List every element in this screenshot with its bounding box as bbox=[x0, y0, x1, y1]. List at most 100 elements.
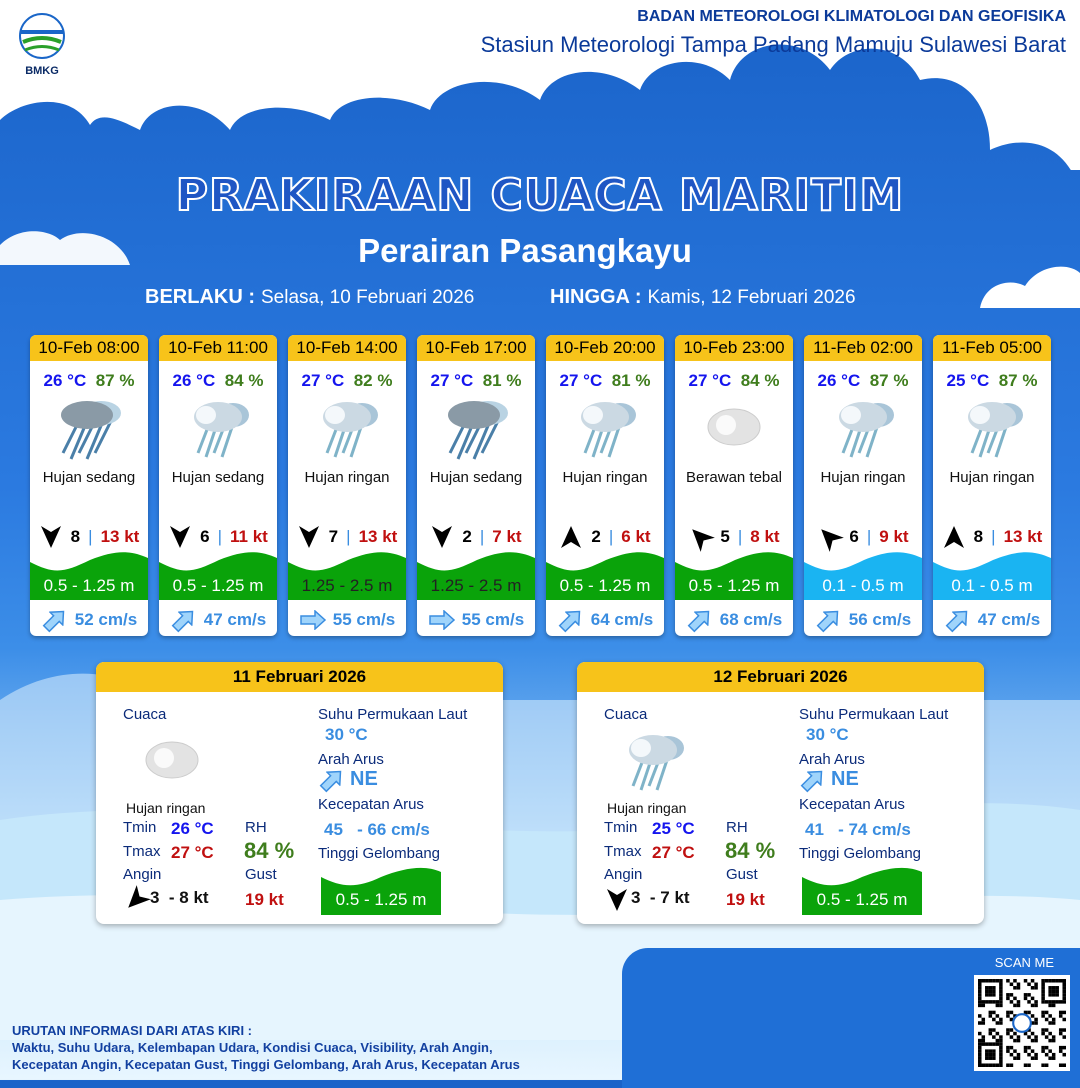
tmax-label: Tmax bbox=[604, 843, 642, 860]
wave-height-value: 0.5 - 1.25 m bbox=[43, 576, 135, 595]
sst-label: Suhu Permukaan Laut bbox=[318, 706, 468, 723]
wave-shape bbox=[30, 552, 148, 600]
current-speed: 47 cm/s bbox=[977, 610, 1041, 629]
weather-condition: Berawan tebal bbox=[686, 469, 782, 486]
wave-height: 0.1 - 0.5 m bbox=[804, 550, 922, 600]
wind-speed: 7 bbox=[328, 527, 339, 546]
wind-direction-icon bbox=[821, 529, 845, 552]
tmin-label: Tmin bbox=[123, 819, 157, 836]
weather-condition: Hujan ringan bbox=[304, 469, 390, 486]
footer-title: URUTAN INFORMASI DARI ATAS KIRI : bbox=[12, 1023, 252, 1038]
heavy-rain-icon bbox=[30, 391, 148, 463]
current-speed: 68 cm/s bbox=[719, 610, 783, 629]
daily-condition: Hujan ringan bbox=[126, 800, 206, 816]
wave-height: 1.25 - 2.5 m bbox=[417, 550, 535, 600]
gust-label: Gust bbox=[245, 866, 277, 883]
wave-shape bbox=[321, 867, 441, 915]
gust-speed: 8 kt bbox=[750, 527, 780, 546]
page-subtitle: Perairan Pasangkayu bbox=[358, 232, 692, 269]
current-dir-label: Arah Arus bbox=[318, 751, 384, 768]
current-speed: 47 cm/s bbox=[203, 610, 267, 629]
forecast-time: 11-Feb 05:00 bbox=[933, 335, 1051, 361]
gust-speed: 9 kt bbox=[879, 527, 909, 546]
gust-speed: 6 kt bbox=[621, 527, 651, 546]
humidity: 87 % bbox=[869, 371, 909, 390]
weather-condition: Hujan ringan bbox=[949, 469, 1035, 486]
air-temperature: 25 °C bbox=[946, 371, 990, 390]
humidity: 82 % bbox=[353, 371, 393, 390]
forecast-card: 10-Feb 08:00 26 °C 87 % Hujan sedang 8 | 1… bbox=[30, 335, 148, 636]
light-rain-icon bbox=[159, 391, 277, 463]
weather-condition: Hujan sedang bbox=[429, 469, 523, 486]
tmin-label: Tmin bbox=[604, 819, 638, 836]
valid-from-date: Selasa, 10 Februari 2026 bbox=[261, 287, 475, 308]
forecast-time: 10-Feb 11:00 bbox=[159, 335, 277, 361]
valid-from: BERLAKU : Selasa, 10 Februari 2026 bbox=[145, 286, 474, 309]
current-direction-icon bbox=[945, 610, 968, 633]
wind-speed: 6 bbox=[200, 527, 210, 546]
bmkg-logo-icon bbox=[19, 13, 65, 59]
header: BADAN METEOROLOGI KLIMATOLOGI DAN GEOFIS… bbox=[481, 8, 1066, 58]
current-dir-value: NE bbox=[350, 768, 378, 790]
wave-shape bbox=[288, 552, 406, 600]
wind-direction-icon bbox=[561, 526, 582, 548]
humidity: 81 % bbox=[611, 371, 651, 390]
current-dir-value: NE bbox=[831, 768, 859, 790]
wave-height-value: 1.25 - 2.5 m bbox=[430, 576, 522, 595]
rh-value: 84 % bbox=[725, 838, 776, 863]
tmin-value: 25 °C bbox=[652, 819, 695, 838]
current-direction-icon bbox=[319, 770, 342, 793]
air-temperature: 27 °C bbox=[688, 371, 732, 390]
current-direction-icon bbox=[558, 610, 581, 633]
wave-label: Tinggi Gelombang bbox=[318, 845, 441, 862]
wave-height-value: 0.1 - 0.5 m bbox=[822, 576, 904, 595]
wind-label: Angin bbox=[123, 866, 162, 883]
wind-speed: 6 bbox=[849, 527, 859, 546]
wave-height: 0.5 - 1.25 m bbox=[546, 550, 664, 600]
wind-direction-icon bbox=[170, 526, 191, 548]
tmax-value: 27 °C bbox=[652, 843, 695, 862]
air-temperature: 27 °C bbox=[430, 371, 474, 390]
daily-condition: Hujan ringan bbox=[607, 800, 687, 816]
humidity: 84 % bbox=[224, 371, 264, 390]
daily-summary: 12 Februari 2026 Cuaca Hujan ringan Tmin… bbox=[577, 662, 984, 924]
valid-to-label: HINGGA : bbox=[550, 286, 642, 308]
current-speed-value: 41 - 74 cm/s bbox=[805, 820, 911, 839]
wave-height-value: 0.5 - 1.25 m bbox=[559, 576, 651, 595]
tmin-value: 26 °C bbox=[171, 819, 214, 838]
cloud-decoration bbox=[0, 231, 130, 265]
forecast-time: 10-Feb 20:00 bbox=[546, 335, 664, 361]
light-rain-icon bbox=[804, 391, 922, 463]
gust-speed: 7 kt bbox=[492, 527, 522, 546]
valid-to-date: Kamis, 12 Februari 2026 bbox=[647, 287, 856, 308]
sst-value: 30 °C bbox=[806, 725, 849, 744]
gust-value: 19 kt bbox=[726, 890, 765, 909]
wave-height: 0.5 - 1.25 m bbox=[159, 550, 277, 600]
gust-speed: 13 kt bbox=[358, 527, 398, 546]
humidity: 87 % bbox=[998, 371, 1038, 390]
wave-height: 0.1 - 0.5 m bbox=[933, 550, 1051, 600]
valid-to: HINGGA : Kamis, 12 Februari 2026 bbox=[550, 286, 856, 309]
gust-value: 19 kt bbox=[245, 890, 284, 909]
wind-label: Angin bbox=[604, 866, 643, 883]
wave-height: 0.5 - 1.25 m bbox=[675, 550, 793, 600]
cloud-decoration bbox=[980, 266, 1080, 308]
station-name: Stasiun Meteorologi Tampa Padang Mamuju … bbox=[480, 32, 1066, 57]
wind-range: 3 - 8 kt bbox=[150, 888, 209, 907]
gust-speed: 13 kt bbox=[1003, 527, 1043, 546]
wind-speed: 2 bbox=[591, 527, 601, 546]
forecast-time: 10-Feb 17:00 bbox=[417, 335, 535, 361]
light-rain-icon bbox=[546, 391, 664, 463]
wave-shape bbox=[159, 552, 277, 600]
qr-code[interactable] bbox=[974, 975, 1070, 1071]
current-direction-icon bbox=[800, 770, 823, 793]
air-temperature: 26 °C bbox=[172, 371, 216, 390]
cloud-banner bbox=[0, 0, 1080, 170]
forecast-time: 10-Feb 08:00 bbox=[30, 335, 148, 361]
wave-height: 0.5 - 1.25 m bbox=[321, 867, 441, 915]
weather-condition: Hujan ringan bbox=[820, 469, 906, 486]
daily-date: 12 Februari 2026 bbox=[577, 662, 984, 692]
scan-me-label: SCAN ME bbox=[994, 955, 1054, 970]
current-speed-value: 45 - 66 cm/s bbox=[324, 820, 430, 839]
rh-value: 84 % bbox=[244, 838, 295, 863]
